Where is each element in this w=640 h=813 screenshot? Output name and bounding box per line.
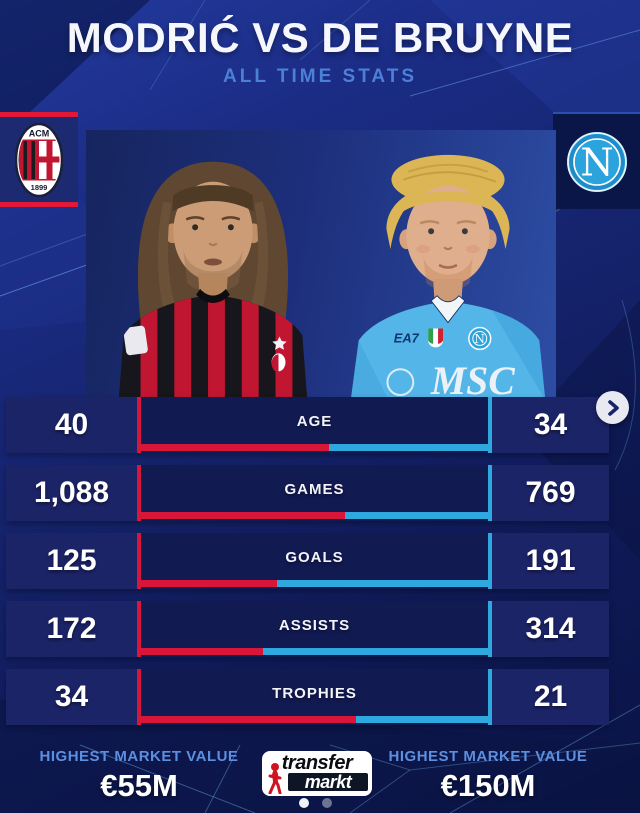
market-value-left: HIGHEST MARKET VALUE €55M	[39, 748, 239, 804]
milan-crest-icon: ACM 1899	[15, 122, 63, 197]
stat-bar	[137, 580, 492, 587]
transfermarkt-logo-bottom-text: markt	[288, 773, 368, 791]
stat-row-assists: 172 ASSISTS 314	[6, 601, 609, 657]
left-bar-cap	[137, 397, 141, 453]
right-bar-cap	[488, 533, 492, 589]
left-bar-cap	[137, 533, 141, 589]
stat-bar-cell: GAMES	[137, 465, 492, 521]
market-value-label: HIGHEST MARKET VALUE	[388, 748, 588, 765]
carousel-dots	[299, 798, 332, 808]
left-bar-cap	[137, 601, 141, 657]
chevron-right-icon	[607, 399, 619, 416]
right-bar-cap	[488, 601, 492, 657]
player-photo-de-bruyne: EA7 N MSC	[350, 154, 546, 400]
svg-text:MSC: MSC	[430, 359, 515, 400]
carousel-dot-inactive[interactable]	[322, 798, 332, 808]
stats-comparison-table: 40 AGE 34 1,088 GAMES 769 125 GO	[6, 397, 609, 737]
market-value-amount: €55M	[100, 768, 178, 803]
market-value-right: HIGHEST MARKET VALUE €150M	[388, 748, 588, 804]
stat-bar-cell: AGE	[137, 397, 492, 453]
svg-text:ACM: ACM	[29, 128, 50, 138]
svg-text:EA7: EA7	[394, 330, 420, 345]
stat-label: TROPHIES	[272, 684, 357, 702]
stat-bar	[137, 648, 492, 655]
player-photo-modric	[118, 161, 308, 400]
right-bar-cap	[488, 397, 492, 453]
stat-value-left: 34	[54, 680, 89, 713]
stat-bar-cell: GOALS	[137, 533, 492, 589]
napoli-crest-icon: N	[566, 131, 627, 192]
left-bar-cap	[137, 465, 141, 521]
stat-row-trophies: 34 TROPHIES 21	[6, 669, 609, 725]
svg-text:N: N	[475, 332, 485, 346]
right-bar-cap	[488, 465, 492, 521]
market-value-amount: €150M	[440, 768, 536, 803]
stat-value-left: 125	[46, 544, 97, 577]
page-title: MODRIĆ VS DE BRUYNE	[66, 14, 574, 61]
stat-row-goals: 125 GOALS 191	[6, 533, 609, 589]
stat-value-right: 21	[533, 680, 568, 713]
transfermarkt-runner-icon	[268, 763, 282, 794]
market-value-label: HIGHEST MARKET VALUE	[39, 748, 239, 765]
stat-label: ASSISTS	[278, 616, 351, 634]
left-bar-cap	[137, 669, 141, 725]
stat-value-right: 314	[525, 612, 576, 645]
stat-value-right: 769	[525, 476, 576, 509]
stat-value-left: 1,088	[33, 476, 110, 509]
stat-bar	[137, 512, 492, 519]
next-button[interactable]	[596, 391, 629, 424]
stat-row-games: 1,088 GAMES 769	[6, 465, 609, 521]
right-bar-cap	[488, 669, 492, 725]
transfermarkt-logo: transfer markt	[262, 751, 372, 796]
milan-badge: ACM 1899	[0, 112, 78, 207]
napoli-badge: N	[553, 112, 640, 209]
stat-bar-cell: ASSISTS	[137, 601, 492, 657]
carousel-dot-active[interactable]	[299, 798, 309, 808]
stat-value-left: 40	[54, 408, 89, 441]
svg-text:1899: 1899	[31, 183, 48, 192]
svg-text:N: N	[580, 140, 613, 184]
page-subtitle: ALL TIME STATS	[223, 66, 417, 87]
stat-row-age: 40 AGE 34	[6, 397, 609, 453]
stat-label: GAMES	[284, 480, 345, 498]
stat-value-right: 191	[525, 544, 576, 577]
stat-bar	[137, 444, 492, 451]
stat-bar-cell: TROPHIES	[137, 669, 492, 725]
stat-label: AGE	[296, 412, 333, 430]
stat-value-right: 34	[533, 408, 568, 441]
stat-label: GOALS	[285, 548, 344, 566]
stat-bar	[137, 716, 492, 723]
stat-value-left: 172	[46, 612, 97, 645]
